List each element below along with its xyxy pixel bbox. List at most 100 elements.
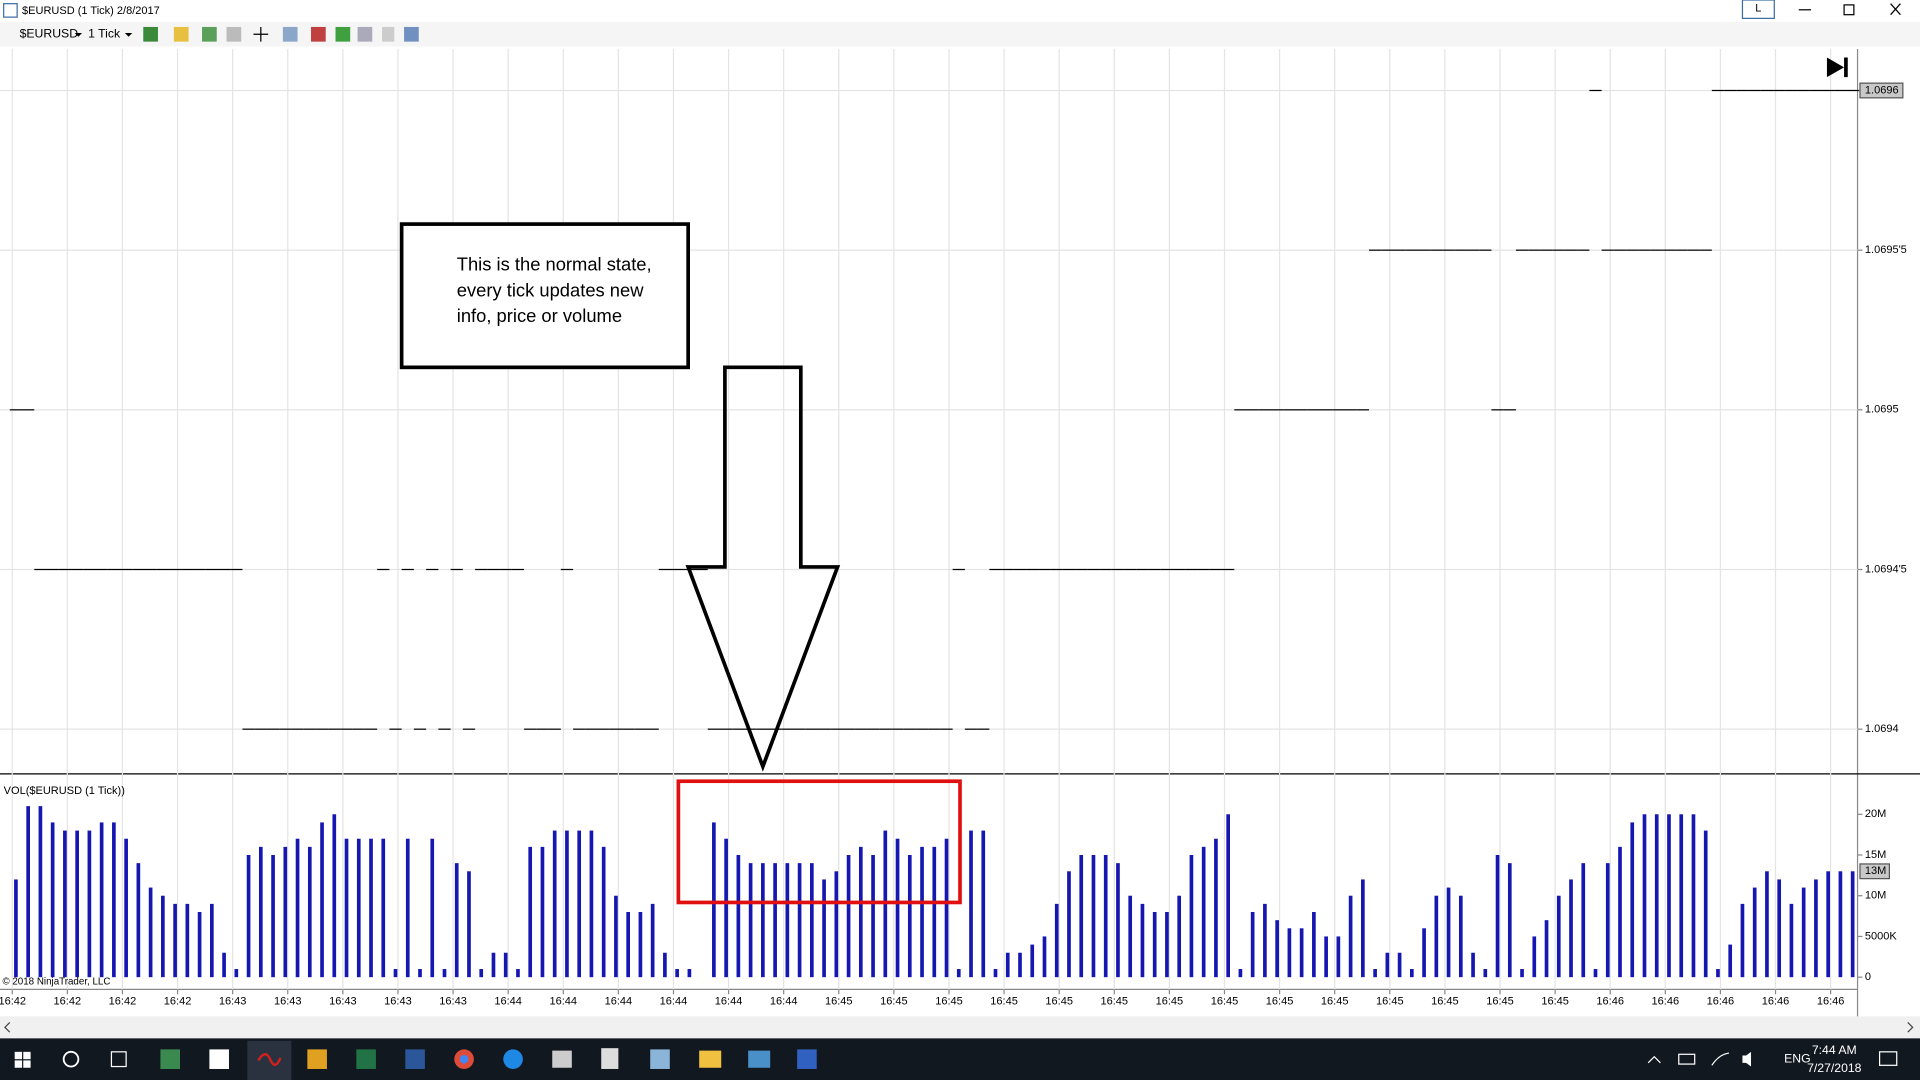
scroll-to-end[interactable] <box>1826 57 1848 78</box>
taskbar-app[interactable] <box>307 1049 327 1069</box>
tray-overflow[interactable] <box>1647 1055 1661 1064</box>
templates-tool[interactable] <box>382 26 395 42</box>
language-indicator[interactable]: ENG <box>1784 1051 1811 1065</box>
volume-bar <box>773 863 777 978</box>
volume-bar <box>454 863 459 978</box>
volume-bar <box>797 863 802 978</box>
action-center[interactable] <box>1878 1051 1898 1066</box>
volume-bar <box>552 830 557 978</box>
x-tick-label: 16:43 <box>439 996 467 1008</box>
logo-part <box>23 1060 31 1068</box>
taskbar-app[interactable] <box>356 1049 376 1069</box>
volume-bar <box>1348 895 1353 978</box>
price-marker <box>1859 82 1904 99</box>
zoom-out-tool[interactable] <box>226 26 242 42</box>
y-tick-label: 1.0694 <box>1865 723 1899 735</box>
volume-bar <box>1520 969 1524 978</box>
volume-bar <box>1569 879 1573 978</box>
x-tick-label: 16:45 <box>825 996 853 1008</box>
x-tick-label: 16:44 <box>494 996 522 1008</box>
restore-button[interactable] <box>1843 4 1855 16</box>
annotation-text: This is the normal state, <box>457 254 652 275</box>
volume-bar <box>907 855 912 978</box>
properties-tool[interactable] <box>404 26 419 42</box>
volume-bar <box>442 969 447 978</box>
toolbar: $EURUSD 1 Tick <box>0 22 1920 47</box>
clock-date[interactable]: 7/27/2018 <box>1807 1061 1862 1075</box>
volume-bar <box>748 863 753 978</box>
search-button[interactable] <box>62 1050 80 1068</box>
taskbar-app[interactable] <box>552 1050 572 1068</box>
annotation-text: every tick updates new <box>457 279 644 300</box>
taskbar-app[interactable] <box>748 1050 771 1068</box>
instrument-selector[interactable]: $EURUSD <box>20 27 79 41</box>
volume-bar <box>785 863 790 978</box>
volume-bar <box>295 838 300 978</box>
volume-bar <box>99 822 104 978</box>
volume-bar <box>1312 912 1316 978</box>
x-tick-label: 16:46 <box>1596 996 1624 1008</box>
volume-bar <box>1263 903 1267 978</box>
x-tick-label: 16:45 <box>1376 996 1404 1008</box>
volume-marker <box>1859 863 1890 880</box>
volume-bar <box>846 855 851 978</box>
data-box-tool[interactable] <box>282 26 298 42</box>
volume-bar <box>75 830 79 978</box>
volume-bar <box>834 871 839 978</box>
volume-bar <box>344 838 349 978</box>
volume-icon[interactable] <box>1742 1051 1752 1067</box>
strategies-tool[interactable] <box>357 26 373 42</box>
taskbar-app[interactable] <box>699 1050 722 1068</box>
volume-bar <box>1385 952 1390 978</box>
x-tick-label: 16:45 <box>1100 996 1128 1008</box>
indicators-tool[interactable] <box>335 26 351 42</box>
crosshair-tool[interactable] <box>253 26 269 42</box>
x-tick-label: 16:45 <box>1156 996 1184 1008</box>
volume-bar <box>638 912 643 978</box>
x-tick-label: 16:45 <box>990 996 1018 1008</box>
link-button[interactable] <box>1741 0 1775 19</box>
taskbar-app[interactable] <box>650 1049 670 1069</box>
close-button[interactable] <box>1890 3 1901 16</box>
volume-bar <box>1189 855 1194 978</box>
volume-bar <box>577 830 582 978</box>
drawing-tool[interactable] <box>173 26 189 42</box>
taskbar-app[interactable] <box>601 1048 619 1069</box>
taskbar-app[interactable] <box>209 1049 229 1069</box>
x-tick-label: 16:43 <box>219 996 247 1008</box>
volume-bar <box>1789 903 1794 978</box>
logo-part <box>14 1060 23 1068</box>
volume-bar <box>1581 863 1586 978</box>
x-tick-label: 16:42 <box>109 996 137 1008</box>
scroll-arrows[interactable] <box>4 1022 1914 1033</box>
scrollbar[interactable] <box>0 1016 1920 1039</box>
x-tick-label: 16:43 <box>329 996 357 1008</box>
x-tick-label: 16:43 <box>274 996 302 1008</box>
zoom-in-tool[interactable] <box>202 26 217 42</box>
taskbar-app[interactable] <box>797 1049 817 1069</box>
volume-bar <box>369 838 373 978</box>
taskbar-app[interactable] <box>503 1049 523 1069</box>
annotation-text: info, price or volume <box>457 305 622 326</box>
bar-type-tool[interactable] <box>143 26 158 42</box>
interval-selector[interactable]: 1 Tick <box>88 27 121 41</box>
network-icon[interactable] <box>1711 1052 1730 1066</box>
volume-bar <box>1458 895 1463 978</box>
volume-bar <box>430 838 435 978</box>
volume-bar <box>1275 920 1279 978</box>
start-button[interactable] <box>14 1051 31 1068</box>
task-view-button[interactable] <box>110 1051 127 1068</box>
volume-bar <box>1324 936 1328 978</box>
volume-bar <box>491 952 496 978</box>
volume-bar <box>858 846 863 978</box>
volume-bar <box>1532 936 1537 978</box>
clock-time[interactable]: 7:44 AM <box>1812 1043 1857 1057</box>
taskbar-app[interactable] <box>405 1049 425 1069</box>
orders-tool[interactable] <box>311 26 326 42</box>
taskbar-app[interactable] <box>160 1049 180 1069</box>
x-tick-label: 16:45 <box>1486 996 1514 1008</box>
battery-icon[interactable] <box>1678 1053 1696 1065</box>
volume-bar <box>1740 903 1745 978</box>
volume-bar <box>724 838 728 978</box>
volume-bar <box>320 822 324 978</box>
